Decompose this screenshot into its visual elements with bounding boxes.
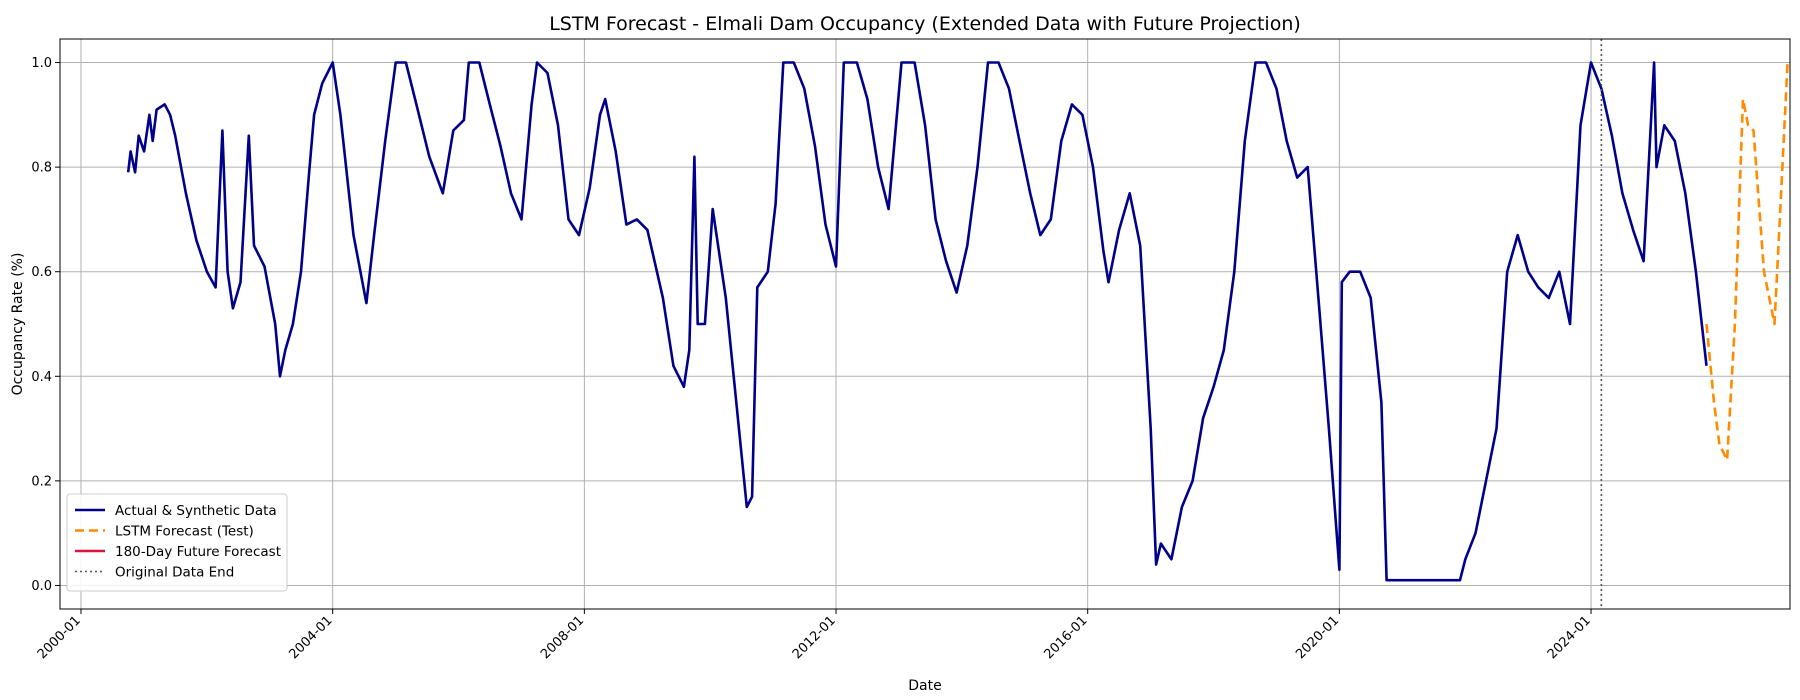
y-tick-label: 0.8 — [31, 161, 52, 176]
x-axis-label: Date — [908, 678, 941, 694]
legend-label-0: Actual & Synthetic Data — [115, 503, 277, 519]
x-tick-label: 2024-01 — [1545, 613, 1594, 662]
legend: Actual & Synthetic Data LSTM Forecast (Te… — [66, 493, 288, 592]
legend-box — [66, 493, 288, 592]
legend-label-3: Original Data End — [115, 565, 234, 581]
x-tick-label: 2008-01 — [538, 613, 587, 662]
x-tick-label: 2012-01 — [790, 613, 839, 662]
series-line-0 — [126, 61, 1708, 582]
y-tick-label: 1.0 — [31, 56, 52, 71]
series-layer — [126, 39, 1789, 609]
grid — [60, 39, 1790, 609]
x-tick-label: 2020-01 — [1293, 613, 1342, 662]
legend-label-1: LSTM Forecast (Test) — [115, 524, 254, 540]
series-line-1 — [1705, 62, 1789, 462]
x-tick-label: 2004-01 — [286, 613, 335, 662]
chart-title: LSTM Forecast - Elmali Dam Occupancy (Ex… — [549, 13, 1301, 35]
y-tick-label: 0.4 — [31, 370, 52, 385]
x-axis-ticks: 2000-01 2004-01 2008-01 2012-01 2016-01 2020-… — [35, 609, 1594, 662]
y-axis-label: Occupancy Rate (%) — [10, 253, 26, 396]
plot-area-frame — [59, 38, 1791, 610]
y-tick-label: 0.6 — [31, 265, 52, 280]
y-axis-ticks: 0.0 0.2 0.4 0.6 0.8 1.0 — [31, 56, 60, 594]
y-tick-label: 0.0 — [31, 579, 52, 594]
y-tick-label: 0.2 — [31, 474, 52, 489]
x-tick-label: 2000-01 — [35, 613, 84, 662]
x-tick-label: 2016-01 — [1042, 613, 1091, 662]
legend-label-2: 180-Day Future Forecast — [115, 544, 281, 560]
